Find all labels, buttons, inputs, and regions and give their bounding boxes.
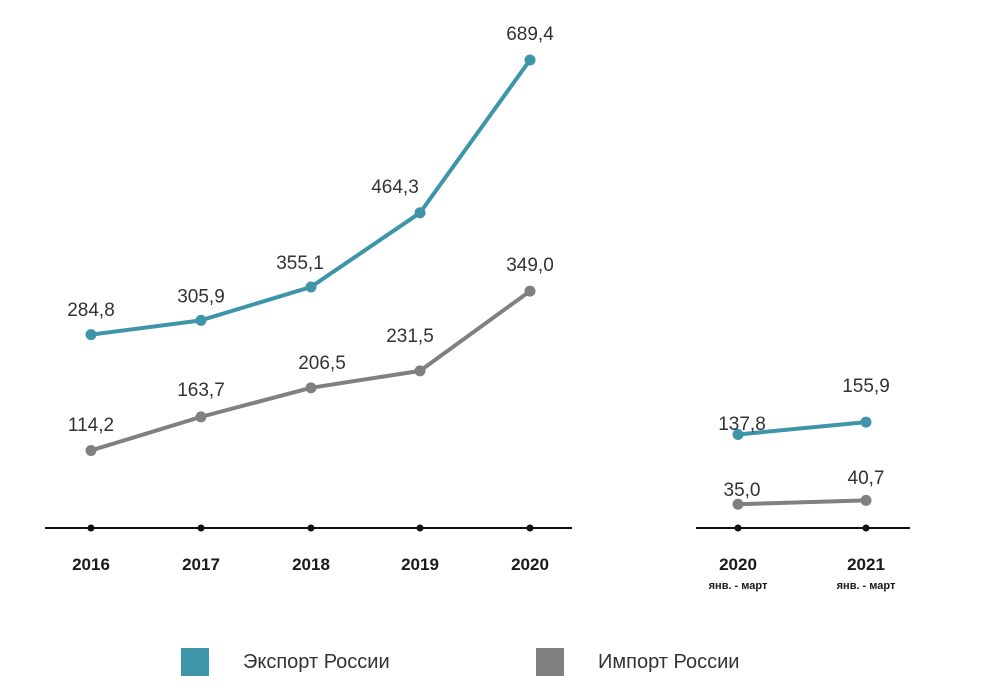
data-point-import: [732, 498, 744, 510]
x-tick-mark: [197, 524, 205, 532]
data-label-export: 137,8: [718, 414, 766, 435]
legend-swatch-export: [181, 648, 209, 676]
data-label-export: 464,3: [371, 177, 419, 198]
data-label-import: 349,0: [506, 255, 554, 276]
data-label-import: 114,2: [68, 415, 114, 436]
x-tick-label: 2017: [182, 555, 220, 574]
legend-label-import: Импорт России: [598, 650, 740, 673]
x-tick-mark: [87, 524, 95, 532]
data-label-export: 355,1: [276, 253, 324, 274]
data-point-export: [305, 281, 317, 293]
x-tick-sublabel: янв. - март: [837, 580, 896, 592]
data-label-export: 284,8: [67, 300, 115, 321]
data-point-export: [524, 54, 536, 66]
x-tick-label: 2018: [292, 555, 330, 574]
x-tick-label: 2020: [511, 555, 549, 574]
x-tick-label: 2019: [401, 555, 439, 574]
data-label-import: 35,0: [724, 480, 761, 501]
data-point-import: [524, 285, 536, 297]
data-point-export: [195, 314, 207, 326]
data-point-export: [860, 416, 872, 428]
data-point-import: [195, 411, 207, 423]
x-tick-sublabel: янв. - март: [709, 580, 768, 592]
data-label-import: 40,7: [848, 468, 885, 489]
data-point-export: [732, 428, 744, 440]
x-tick-label: 2016: [72, 555, 110, 574]
chart-panel-annual: 2016 2017 2018 2019 2020 284,8 305,9 355,1 464,3…: [45, 24, 572, 574]
data-label-import: 163,7: [177, 380, 225, 401]
data-point-import: [414, 365, 426, 377]
data-label-import: 206,5: [298, 353, 346, 374]
x-tick-mark: [862, 524, 870, 532]
x-tick-label: 2020: [719, 555, 757, 574]
legend: Импорт России: [536, 648, 739, 676]
data-label-export: 305,9: [177, 286, 225, 307]
x-tick-label: 2021: [847, 555, 885, 574]
chart-panel-quarter: 2020 янв. - март 2021 янв. - март 137,8 155,9…: [696, 376, 910, 592]
data-point-export: [414, 207, 426, 219]
x-tick-mark: [526, 524, 534, 532]
x-tick-mark: [734, 524, 742, 532]
data-label-import: 231,5: [386, 326, 434, 347]
series-line-export: [737, 420, 867, 437]
data-point-export: [85, 329, 97, 341]
series-line-import: [737, 498, 867, 507]
legend: Экспорт России: [181, 648, 390, 676]
data-label-export: 155,9: [842, 376, 890, 397]
x-tick-mark: [307, 524, 315, 532]
data-point-import: [305, 382, 317, 394]
legend-swatch-import: [536, 648, 564, 676]
chart: 2016 2017 2018 2019 2020 284,8 305,9 355,1 464,3…: [45, 24, 910, 592]
data-label-export: 689,4: [506, 24, 554, 45]
series-line-export: [90, 58, 532, 337]
data-point-import: [85, 444, 97, 456]
data-point-import: [860, 494, 872, 506]
legend-label-export: Экспорт России: [243, 650, 390, 673]
x-tick-mark: [416, 524, 424, 532]
